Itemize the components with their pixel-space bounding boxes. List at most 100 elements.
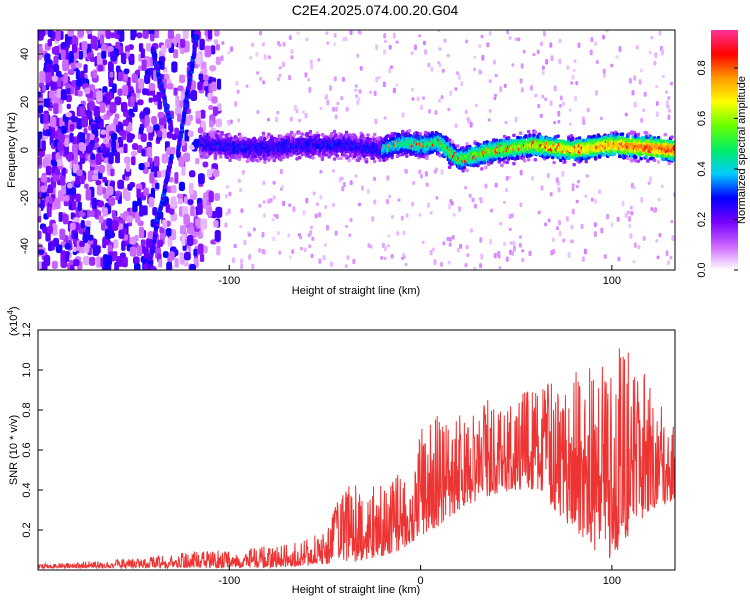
spectrogram-cell (82, 231, 89, 244)
spectrogram-cell (486, 162, 491, 167)
spectrogram-cell (232, 257, 236, 264)
spectrogram-cell (271, 218, 275, 222)
spectrogram-cell (110, 180, 115, 187)
spectrogram-cell (558, 104, 562, 108)
spectrogram-cell (305, 197, 309, 204)
spectrogram-cell (555, 226, 559, 231)
spectrogram-cell (325, 31, 329, 35)
spectrogram-cell (494, 74, 498, 78)
spectrogram-cell (632, 259, 636, 264)
spectrogram-cell (203, 80, 209, 87)
spectrogram-cell (293, 104, 297, 111)
spectrogram-cell (610, 63, 614, 68)
spectrogram-cell (120, 101, 128, 113)
spectrogram-cell (150, 188, 155, 199)
spectrogram-cell (217, 103, 222, 112)
spectrogram-cell (53, 237, 60, 247)
spectrogram-cell (438, 47, 442, 51)
spectrogram-cell (288, 35, 292, 41)
spectrogram-cell (77, 30, 85, 38)
spectrogram-cell (492, 138, 496, 142)
spectrogram-cell (240, 263, 244, 269)
spectrogram-cell (372, 159, 377, 164)
spectrogram-cell (263, 137, 267, 141)
spectrogram-cell (262, 213, 266, 218)
spectrogram-cell (194, 34, 199, 41)
spectrogram-cell (348, 233, 352, 238)
spectrogram-cell (47, 30, 54, 38)
spectrogram-cell (67, 69, 75, 75)
spectrogram-cell (140, 133, 147, 143)
spectrogram-cell (38, 261, 43, 270)
spectrogram-cell (391, 137, 396, 141)
spectrogram-cell (281, 138, 286, 142)
spectrogram-cell (165, 227, 172, 237)
spectrogram-cell (326, 41, 330, 45)
spectrogram-cell (224, 133, 228, 137)
spectrogram-cell (425, 150, 429, 154)
spectrogram-cell (424, 49, 428, 55)
spectrogram-cell (424, 171, 428, 177)
spectrogram-cell (309, 59, 313, 64)
spectrogram-cell (372, 132, 377, 137)
spectrogram-cell (47, 225, 53, 234)
spectrogram-cell (84, 242, 90, 253)
spectrogram-cell (263, 160, 267, 164)
spectrogram-cell (387, 244, 391, 248)
spectrogram-cell (60, 89, 67, 101)
spectrogram-cell (425, 156, 429, 161)
spectrogram-cell (177, 85, 184, 92)
spectrogram-cell (75, 62, 83, 69)
spectrogram-cell (471, 197, 475, 203)
spectrogram-cell (455, 144, 460, 148)
spectrogram-cell (174, 172, 179, 184)
spectrogram-cell (308, 244, 312, 249)
spectrogram-cell (540, 185, 544, 191)
spectrogram-cell (183, 261, 189, 267)
spectrogram-cell (179, 74, 186, 84)
spectrogram-cell (44, 53, 51, 63)
spectrogram-cell (107, 219, 113, 231)
spectrogram-cell (38, 230, 42, 240)
spectrogram-cell (215, 118, 222, 128)
spectrogram-cell (279, 134, 283, 139)
spectrogram-cell (655, 111, 659, 118)
spectrogram-cell (349, 30, 353, 35)
spectrogram-cell (383, 49, 387, 55)
spectrogram-cell (324, 205, 328, 209)
spectrogram-cell (213, 39, 219, 45)
spectrogram-cell (435, 196, 439, 200)
spectrogram-cell (558, 230, 562, 237)
spectrogram-cell (506, 30, 510, 35)
spectrogram-cell (57, 159, 63, 167)
spectrogram-cell (435, 132, 440, 136)
spectrogram-cell (509, 241, 513, 245)
spectrogram-cell (120, 52, 127, 64)
spectrogram-cell (326, 100, 330, 106)
spectrogram-cell (469, 163, 473, 168)
spectrogram-cell (176, 193, 184, 199)
spectrogram-cell (187, 130, 194, 138)
spectrogram-cell (97, 200, 104, 208)
spectrogram-cell (640, 117, 644, 123)
spectrogram-cell (440, 261, 444, 267)
spectrogram-cell (122, 84, 129, 96)
spectrogram-cell (568, 108, 572, 112)
spectrogram-cell (558, 58, 562, 65)
spectrogram-cell (71, 44, 78, 53)
spectrogram-cell (234, 101, 238, 107)
spectrogram-cell (208, 105, 214, 111)
spectrogram-cell (255, 52, 259, 57)
spectrogram-cell (110, 123, 117, 134)
spectrogram-cell (157, 100, 163, 110)
spectrogram-cell (55, 30, 61, 42)
spectrogram-cell (575, 199, 579, 204)
spectrogram-cell (633, 242, 637, 248)
spectrogram-cell (110, 132, 118, 141)
spectrogram-cell (329, 261, 333, 268)
spectrogram-cell (51, 75, 58, 82)
spectrogram-cell (418, 34, 422, 38)
spectrogram-cell (438, 154, 443, 158)
spectrogram-cell (92, 246, 100, 257)
spectrogram-cell (92, 69, 97, 79)
